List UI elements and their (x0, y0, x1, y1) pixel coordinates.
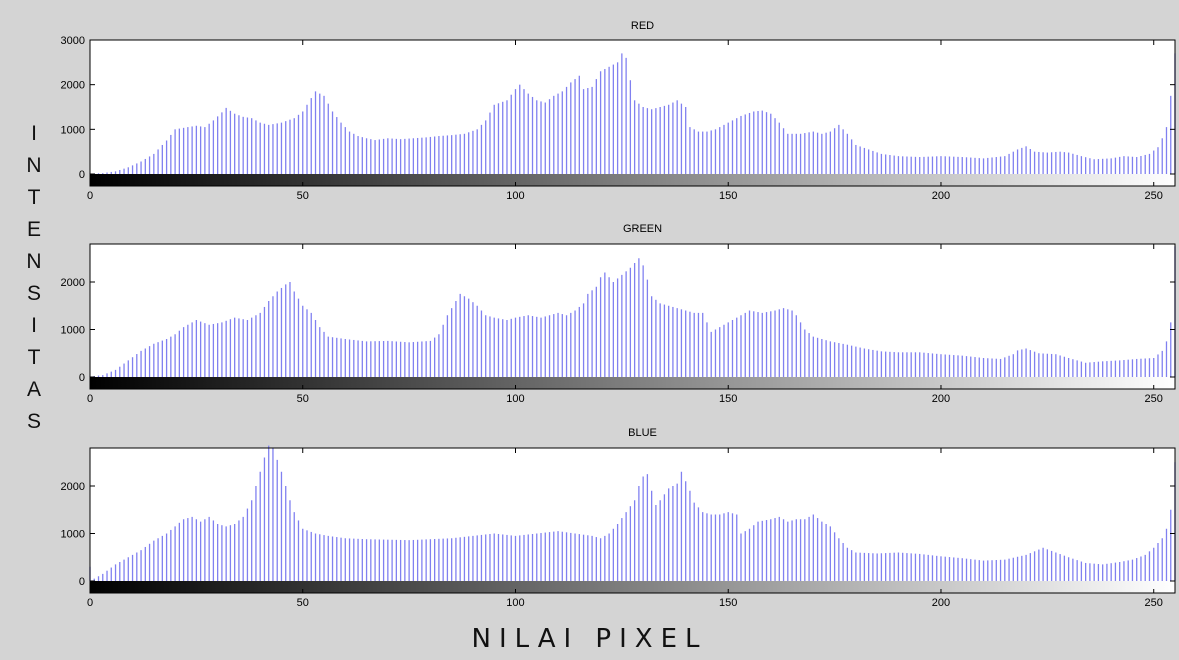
x-axis-label: NILAI PIXEL (471, 624, 708, 654)
y-tick-label: 1000 (61, 529, 85, 541)
y-axis-label-letter: I (31, 314, 37, 337)
x-tick-label: 100 (506, 190, 524, 202)
x-tick-label: 50 (297, 393, 309, 405)
x-tick-label: 200 (932, 393, 950, 405)
x-tick-label: 200 (932, 190, 950, 202)
x-tick-label: 100 (506, 393, 524, 405)
histogram-panel-red: RED 0 50 100 150 200 250 0 1000 2000 3000 (61, 20, 1176, 202)
x-tick-label: 50 (297, 190, 309, 202)
plot-area (90, 244, 1175, 389)
y-tick-label: 2000 (61, 481, 85, 493)
y-axis-label-letter: S (26, 410, 41, 433)
panel-title: RED (631, 20, 654, 32)
y-tick-label: 1000 (61, 325, 85, 337)
y-tick-label: 2000 (61, 277, 85, 289)
y-axis-label-letter: T (27, 186, 41, 209)
panel-title: GREEN (623, 223, 662, 235)
histogram-panel-blue: BLUE 0 50 100 150 200 250 0 1000 2000 (61, 427, 1176, 609)
x-tick-label: 0 (87, 393, 93, 405)
x-tick-label: 200 (932, 597, 950, 609)
x-tick-label: 50 (297, 597, 309, 609)
y-tick-label: 3000 (61, 35, 85, 47)
y-axis-label-letter: N (26, 250, 42, 273)
plot-area (90, 40, 1175, 186)
x-tick-label: 250 (1145, 597, 1163, 609)
gray-colorbar (90, 174, 1175, 186)
x-tick-label: 0 (87, 597, 93, 609)
y-axis-label-letter: A (26, 378, 41, 401)
y-tick-label: 0 (79, 169, 85, 181)
y-tick-label: 2000 (61, 80, 85, 92)
axes-frame (89, 447, 1176, 594)
y-tick-label: 0 (79, 372, 85, 384)
plot-area (90, 448, 1175, 593)
x-tick-label: 250 (1145, 190, 1163, 202)
x-tick-label: 150 (719, 190, 737, 202)
y-tick-label: 0 (79, 576, 85, 588)
x-tick-label: 250 (1145, 393, 1163, 405)
x-tick-label: 0 (87, 190, 93, 202)
gray-colorbar (90, 581, 1175, 593)
y-tick-label: 1000 (61, 124, 85, 136)
y-axis-label-letter: T (27, 346, 41, 369)
axes-frame (89, 243, 1176, 390)
y-axis-label-letter: N (26, 154, 42, 177)
y-axis-label-letter: E (26, 218, 41, 241)
axes-frame (89, 39, 1176, 187)
x-tick-label: 100 (506, 597, 524, 609)
panel-title: BLUE (628, 427, 657, 439)
x-tick-label: 150 (719, 597, 737, 609)
gray-colorbar (90, 377, 1175, 389)
y-axis-label-letter: I (31, 122, 37, 145)
histogram-panel-green: GREEN 0 50 100 150 200 250 0 1000 2000 (61, 223, 1176, 405)
x-tick-label: 150 (719, 393, 737, 405)
y-axis-label-letter: S (26, 282, 41, 305)
